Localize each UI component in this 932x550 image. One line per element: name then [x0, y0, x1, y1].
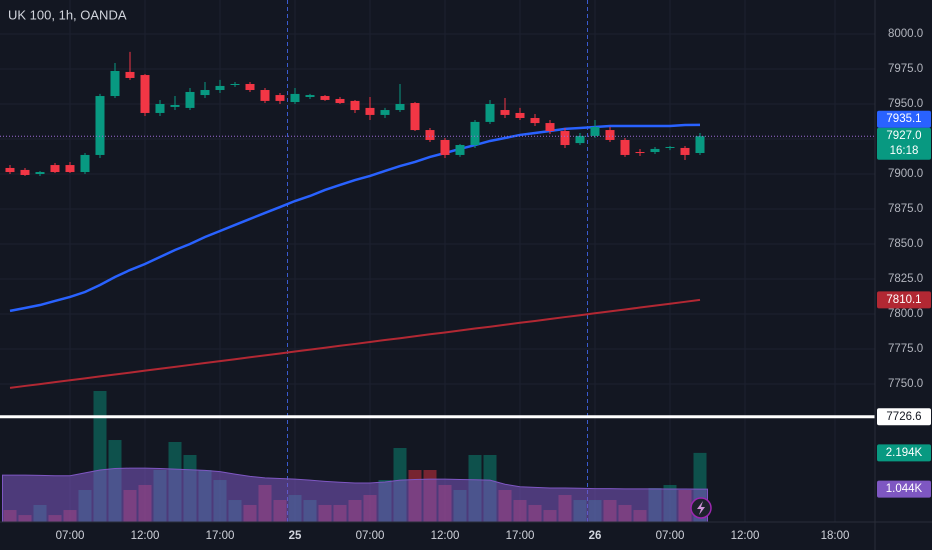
chart-title: UK 100, 1h, OANDA [8, 7, 127, 22]
x-tick-label: 12:00 [731, 530, 760, 542]
candle-body [500, 110, 510, 115]
ma-label: 7935.1 [886, 113, 921, 125]
candle-body [95, 96, 105, 155]
volume-label-box [877, 444, 931, 462]
volume-label: 2.194K [886, 447, 923, 459]
candle-body [635, 152, 645, 154]
candle-body [650, 148, 660, 153]
candle-body [230, 83, 240, 85]
candle-body [140, 75, 150, 113]
y-tick-label: 8000.0 [888, 28, 923, 40]
candle-body [320, 96, 330, 100]
y-tick-label: 7975.0 [888, 63, 923, 75]
candle-body [470, 121, 480, 146]
y-tick-label: 7775.0 [888, 343, 923, 355]
candle-body [125, 71, 135, 78]
candle-body [65, 165, 75, 173]
moving-average [9, 298, 701, 389]
candle-body [425, 130, 435, 140]
candle-body [395, 104, 405, 111]
candle-body [245, 83, 255, 91]
candle-body [380, 110, 390, 115]
candle-body [620, 139, 630, 155]
candle-body [530, 118, 540, 124]
candle-body [200, 90, 210, 96]
candle-body [455, 145, 465, 155]
y-tick-label: 7750.0 [888, 378, 923, 390]
hline-label: 7726.6 [886, 411, 921, 423]
x-tick-label: 07:00 [656, 530, 685, 542]
y-tick-label: 7900.0 [888, 168, 923, 180]
x-tick-label: 07:00 [56, 530, 85, 542]
x-tick-label: 12:00 [131, 530, 160, 542]
candle-body [410, 103, 420, 131]
candle-body [155, 104, 165, 113]
y-tick-label: 7875.0 [888, 203, 923, 215]
candle-body [20, 169, 30, 175]
candle-body [590, 126, 600, 136]
candle-body [185, 91, 195, 108]
volume-ma-label-box [877, 480, 931, 498]
candle-body [170, 104, 180, 107]
candle-body [575, 135, 585, 144]
candle-body [110, 70, 120, 97]
candle-body [215, 85, 225, 91]
candle-body [335, 98, 345, 104]
volume-ma-label: 1.044K [886, 483, 923, 495]
x-tick-label: 17:00 [506, 530, 535, 542]
volume-ma-area [2, 467, 708, 523]
x-tick-label: 12:00 [431, 530, 460, 542]
candle-body [365, 107, 375, 115]
x-tick-label: 17:00 [206, 530, 235, 542]
candle-body [35, 172, 45, 174]
candle-body [680, 147, 690, 155]
x-tick-label: 25 [289, 530, 302, 542]
candle-body [275, 95, 285, 101]
candle-body [485, 104, 495, 122]
candle-body [695, 136, 705, 154]
y-tick-label: 7950.0 [888, 98, 923, 110]
candle-body [80, 154, 90, 173]
candle-body [605, 130, 615, 140]
candle-body [260, 90, 270, 101]
x-tick-label: 07:00 [356, 530, 385, 542]
ma-label-box [877, 291, 931, 309]
y-tick-label: 7800.0 [888, 308, 923, 320]
last-close-label: 16:18 [890, 145, 919, 157]
ma-label-box [877, 110, 931, 128]
candle-body [545, 123, 555, 132]
candle-body [515, 112, 525, 119]
candle-body [665, 146, 675, 148]
icon [697, 501, 705, 515]
last-close-label: 7927.0 [886, 130, 921, 142]
x-tick-label: 26 [589, 530, 602, 542]
hline-label-box [877, 408, 931, 426]
x-tick-label: 18:00 [821, 530, 850, 542]
candle-body [305, 95, 315, 98]
last-close-label-box [877, 127, 931, 160]
candle-body [5, 167, 15, 173]
candle-body [440, 139, 450, 155]
moving-average [9, 123, 701, 313]
y-tick-label: 7825.0 [888, 273, 923, 285]
ma-label: 7810.1 [886, 294, 921, 306]
y-tick-label: 7850.0 [888, 238, 923, 250]
candle-body [350, 100, 360, 111]
candle-body [290, 93, 300, 103]
candle-body [50, 165, 60, 173]
candle-body [560, 131, 570, 146]
